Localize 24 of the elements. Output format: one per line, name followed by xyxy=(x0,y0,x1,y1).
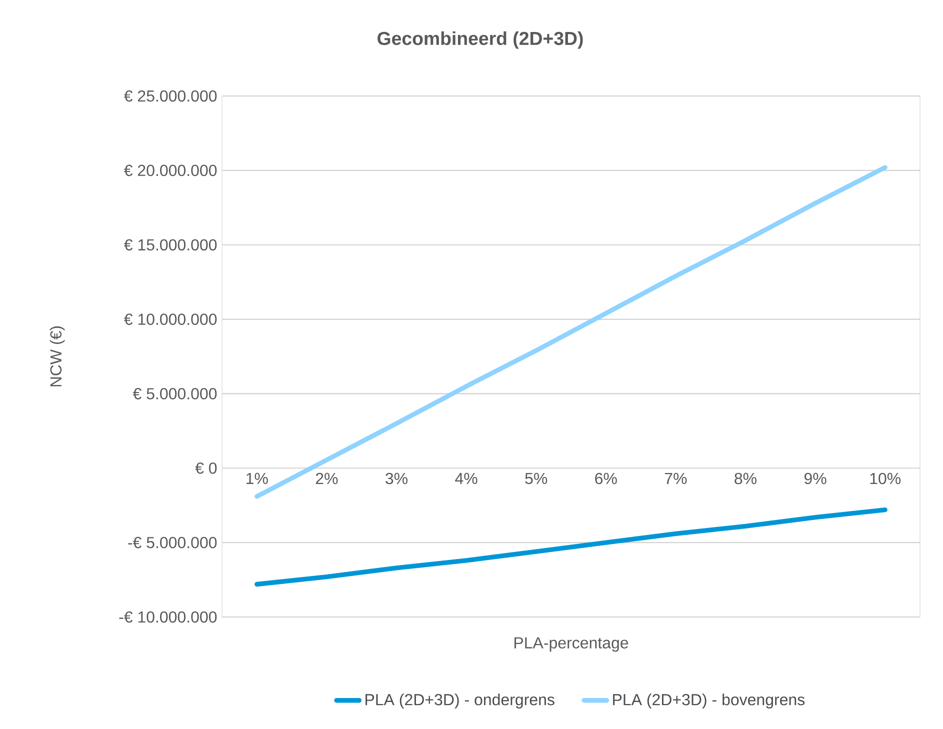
x-tick-label: 1% xyxy=(246,472,268,484)
x-tick-label: 10% xyxy=(870,472,901,484)
chart-title: Gecombineerd (2D+3D) xyxy=(378,31,583,49)
x-tick-label: 6% xyxy=(595,472,617,484)
line-series xyxy=(254,507,888,587)
x-tick-label: 7% xyxy=(664,472,687,484)
x-tick-label: 9% xyxy=(804,472,826,484)
y-tick-label: € 15.000.000 xyxy=(124,239,217,251)
x-tick-label: 2% xyxy=(316,472,338,484)
legend-label: PLA (2D+3D) - ondergrens xyxy=(366,694,554,708)
y-axis-title: NCW (€) xyxy=(50,326,65,386)
x-tick-label: 5% xyxy=(525,472,548,484)
y-tick-label: € 25.000.000 xyxy=(124,90,217,102)
x-tick-label: 4% xyxy=(455,472,478,484)
x-tick-label: 3% xyxy=(386,472,408,484)
y-tick-label: € 20.000.000 xyxy=(124,164,217,176)
y-tick-label: -€ 10.000.000 xyxy=(119,611,217,623)
y-tick-label: € 0 xyxy=(195,462,217,474)
x-axis-title: PLA-percentage xyxy=(514,637,628,652)
y-tick-label: € 5.000.000 xyxy=(132,388,217,400)
x-tick-label: 8% xyxy=(734,472,756,484)
y-tick-label: -€ 5.000.000 xyxy=(128,536,217,548)
legend-label: PLA (2D+3D) - bovengrens xyxy=(613,694,805,708)
y-tick-label: € 10.000.000 xyxy=(124,314,217,325)
